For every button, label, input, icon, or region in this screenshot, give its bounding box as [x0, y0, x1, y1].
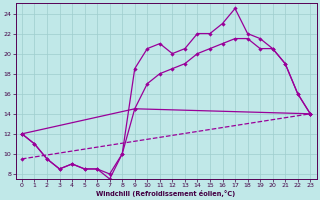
- X-axis label: Windchill (Refroidissement éolien,°C): Windchill (Refroidissement éolien,°C): [96, 190, 236, 197]
